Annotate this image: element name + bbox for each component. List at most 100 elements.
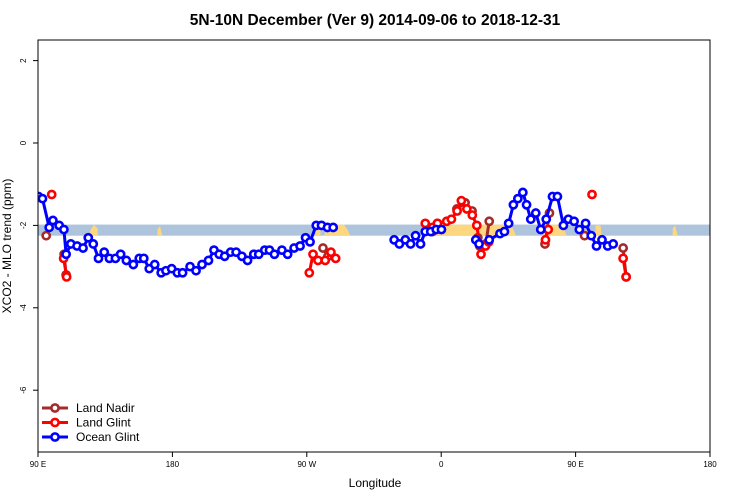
x-axis: 90 E 180 90 W 0 90 E 180 [30, 452, 717, 469]
ocean-glint-point [242, 255, 253, 266]
x-tick-label: 180 [703, 460, 717, 469]
land-glint-point [326, 247, 336, 258]
ocean-glint-point [512, 193, 523, 204]
ocean-glint-point [580, 218, 591, 229]
land-patch [90, 224, 98, 236]
ocean-glint-point [44, 222, 55, 233]
ocean-glint-point [121, 255, 132, 266]
ocean-glint-point [93, 253, 104, 264]
ocean-glint-point [517, 187, 528, 198]
legend-marker-land-nadir [50, 403, 60, 413]
ocean-glint-point [282, 249, 293, 260]
ocean-glint-point [586, 230, 597, 241]
ocean-glint-point [61, 249, 72, 260]
land-glint-point [446, 214, 457, 225]
x-tick-label: 90 E [30, 460, 46, 469]
ocean-glint-point [499, 226, 510, 237]
plot-frame [37, 39, 711, 453]
land-glint-point [308, 249, 318, 260]
x-tick-label: 180 [166, 460, 180, 469]
ocean-glint-point [558, 220, 569, 231]
ocean-glint-point [415, 239, 426, 249]
ocean-glint-point [608, 239, 619, 249]
ocean-glint-point [295, 241, 305, 251]
ocean-glint-point [149, 259, 160, 270]
land-glint-point [456, 195, 467, 206]
y-axis-label: XCO2 - MLO trend (ppm) [0, 179, 14, 314]
ocean-glint-point [269, 249, 280, 260]
ocean-glint-point [569, 216, 580, 227]
ocean-glint-point [328, 222, 339, 233]
land-glint-point [587, 189, 597, 200]
ocean-glint-point [48, 215, 58, 226]
ocean-glint-point [99, 247, 110, 258]
ocean-glint-point [521, 199, 532, 210]
y-tick-label: -2 [19, 221, 28, 229]
ocean-glint-point [474, 239, 484, 249]
ocean-glint-point [525, 214, 536, 225]
legend-marker-ocean-glint [50, 432, 60, 442]
ocean-glint-point [410, 230, 421, 241]
land-glint-point [618, 253, 629, 264]
x-tick-label: 90 W [297, 460, 316, 469]
y-tick-label: -6 [19, 386, 28, 394]
y-tick-label: 2 [19, 58, 28, 63]
ocean-glint-point [138, 253, 149, 264]
land-nadir-point [41, 230, 52, 241]
land-glint-point [420, 218, 431, 229]
ocean-glint-point [535, 224, 546, 235]
ocean-glint-point [191, 265, 201, 276]
ocean-glint-point [197, 259, 207, 270]
legend-marker-land-glint [50, 417, 60, 428]
ocean-glint-point [484, 234, 495, 245]
land-glint-point [304, 267, 315, 278]
land-glint-point [320, 255, 331, 266]
legend-label-ocean-glint: Ocean Glint [76, 430, 140, 444]
x-axis-label: Longitude [349, 476, 402, 490]
ocean-glint-point [508, 199, 519, 210]
land-patch [595, 225, 602, 236]
ocean-glint-point [552, 191, 563, 202]
ocean-glint-point [405, 239, 416, 249]
land-nadir-point [618, 243, 629, 253]
ocean-glint-point [83, 232, 94, 243]
y-axis: 2 0 -2 -4 -6 [19, 58, 38, 394]
land-glint-point [540, 234, 551, 245]
ocean-glint-point [203, 255, 214, 266]
land-nadir-point [318, 243, 328, 253]
ocean-glint-point [541, 214, 552, 225]
land-patch [157, 226, 163, 236]
ocean-glint-point [597, 234, 607, 245]
ocean-glint-point [128, 259, 139, 270]
y-tick-label: 0 [19, 140, 28, 145]
ocean-glint-point [78, 243, 88, 253]
ocean-glint-point [58, 224, 69, 235]
legend-label-land-glint: Land Glint [76, 416, 131, 430]
land-patch [426, 224, 516, 236]
land-glint-point [543, 224, 554, 235]
x-tick-label: 90 E [567, 460, 583, 469]
ocean-glint-point [530, 208, 541, 218]
land-patch [672, 225, 678, 236]
land-glint-point [471, 220, 482, 231]
ocean-glint-point [591, 241, 602, 251]
ocean-glint-point [574, 224, 585, 235]
land-glint-point [461, 204, 472, 214]
ocean-glint-point [115, 249, 126, 260]
land-nadir-point [484, 216, 495, 227]
land-glint-point [452, 206, 463, 216]
ocean-glint-point [38, 193, 48, 204]
x-tick-label: 0 [439, 460, 444, 469]
ocean-glint-point [88, 239, 99, 249]
land-glint-point [330, 253, 341, 264]
land-glint-point [46, 189, 57, 200]
ocean-glint-point [503, 218, 514, 229]
y-tick-label: -4 [19, 304, 28, 312]
land-glint-point [476, 249, 486, 260]
legend-label-land-nadir: Land Nadir [76, 401, 135, 415]
ocean-glint-point [177, 267, 188, 278]
land-glint-point [467, 210, 478, 220]
land-glint-point [61, 271, 72, 282]
